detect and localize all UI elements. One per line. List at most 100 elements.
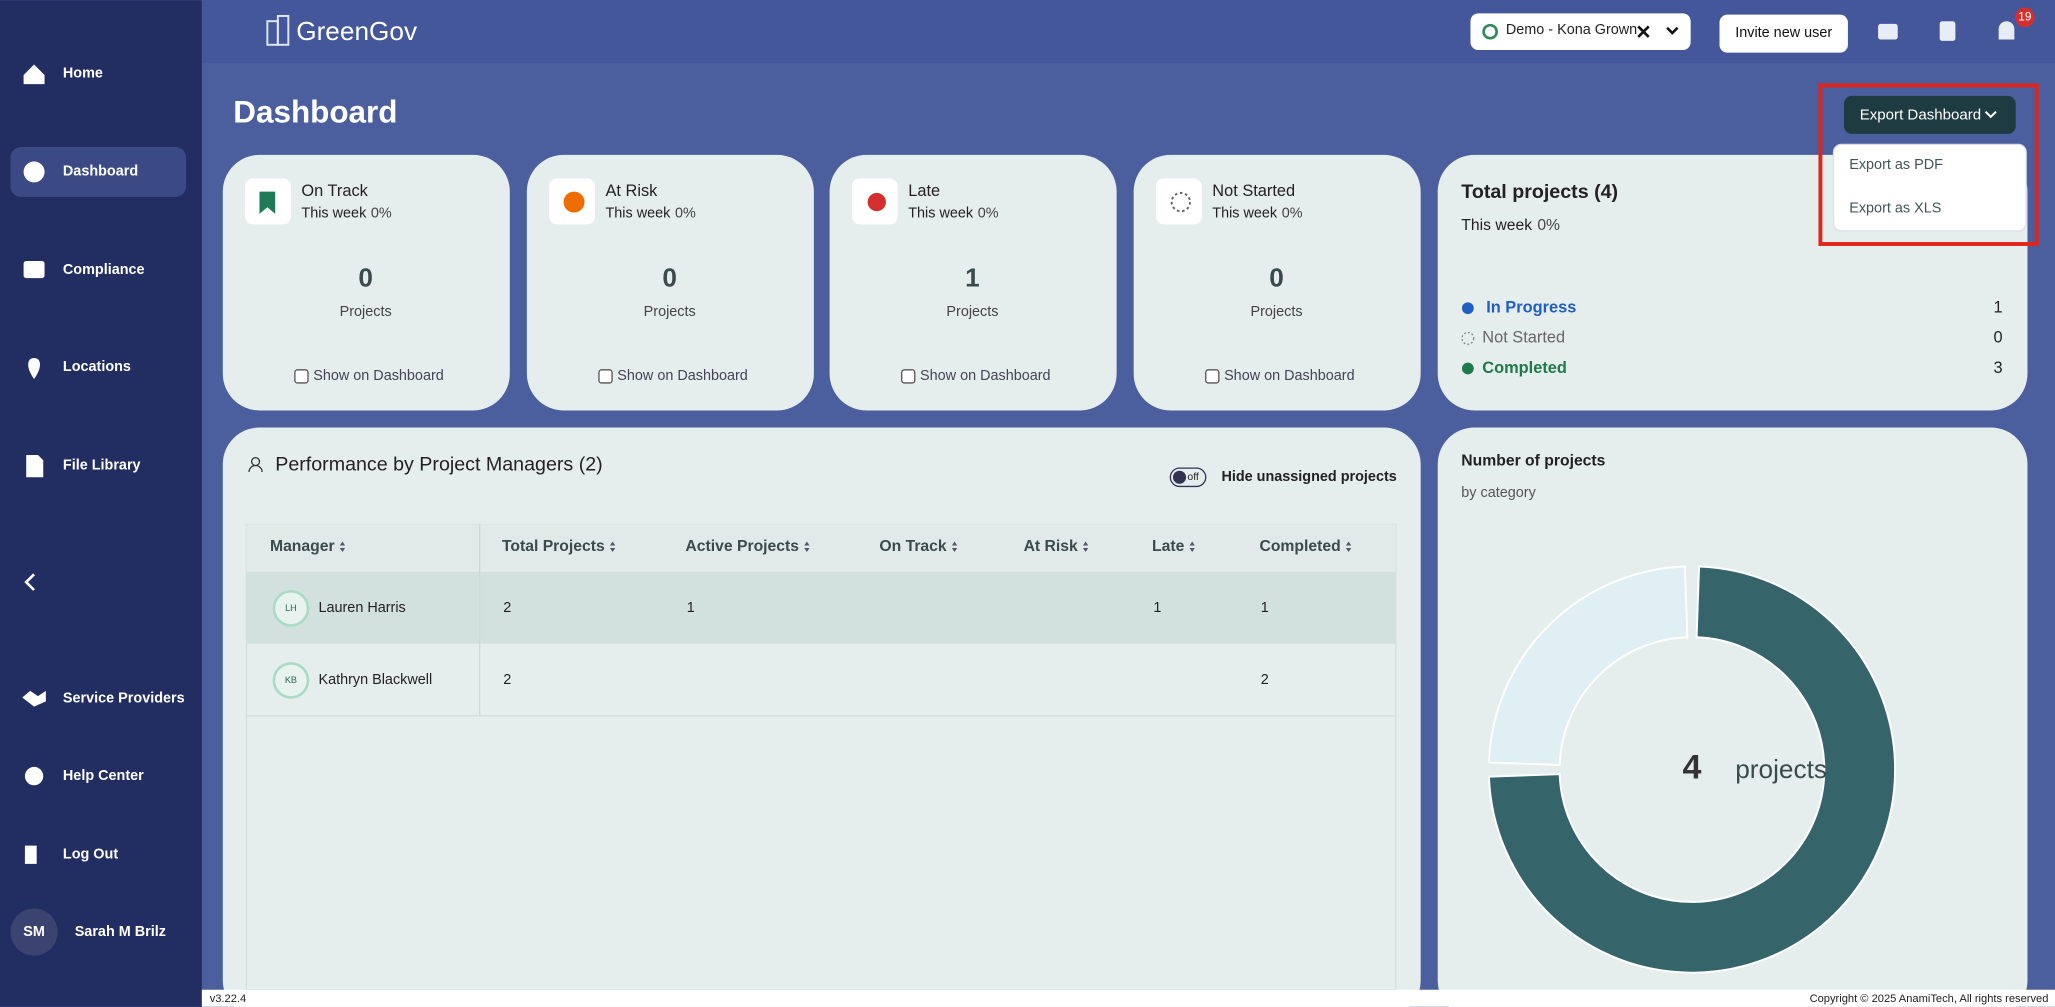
export-chevron: [1984, 110, 1997, 119]
icon-on-track: [259, 191, 276, 214]
export-option[interactable]: Export as PDF: [1849, 157, 1943, 173]
sort-icon: [1082, 541, 1089, 552]
sidebar-icons: [22, 64, 46, 864]
manager-avatar: [272, 662, 310, 699]
footer-text: v3.22.4 Copyright © 2025 AnamiTech, All r…: [210, 993, 2049, 1005]
column-header[interactable]: Late: [1152, 538, 1185, 555]
column-header[interactable]: Manager: [270, 538, 335, 555]
org-select[interactable]: [1470, 13, 1691, 51]
copyright: Copyright © 2025 AnamiTech, All rights r…: [1810, 993, 2049, 1005]
status-dot: [1461, 331, 1475, 345]
home-icon: [23, 64, 45, 85]
column-header[interactable]: At Risk: [1024, 538, 1078, 555]
column-header[interactable]: Completed: [1259, 538, 1340, 555]
card-title: Not Started: [1212, 182, 1295, 200]
icon-late: [867, 192, 886, 212]
checkbox[interactable]: [1205, 369, 1220, 384]
card-unit: Projects: [644, 304, 696, 320]
checkbox[interactable]: [901, 369, 916, 384]
status-count: 1: [1993, 299, 2002, 317]
sort-icon: [1189, 541, 1195, 552]
nav-item[interactable]: Service Providers: [63, 691, 185, 707]
sort-icon: [1345, 541, 1352, 552]
card-period: This week: [301, 206, 367, 222]
nav-item[interactable]: Locations: [63, 359, 131, 375]
checkbox-label[interactable]: Show on Dashboard: [920, 368, 1051, 384]
status-card: [526, 154, 814, 411]
card-count: 0: [662, 262, 677, 292]
export-button[interactable]: [1843, 95, 2016, 134]
donut: [1487, 565, 1897, 974]
card-period: This week: [1212, 206, 1278, 222]
help-icon: [24, 766, 44, 786]
export-menu: [1832, 143, 2027, 232]
inbox-icon[interactable]: [1878, 23, 1898, 40]
invite[interactable]: Invite new user: [1735, 25, 1832, 41]
status-count: 0: [1993, 329, 2002, 347]
nav-item[interactable]: Help Center: [63, 768, 144, 784]
checkbox-label[interactable]: Show on Dashboard: [313, 368, 444, 384]
column-header[interactable]: Total Projects: [502, 538, 605, 555]
table-cell: 1: [1153, 600, 1161, 616]
column-header[interactable]: On Track: [879, 538, 947, 555]
manager-initials: LH: [285, 603, 297, 613]
donut-segment: [1487, 565, 1897, 974]
checkbox-label[interactable]: Show on Dashboard: [617, 368, 748, 384]
locations-icon: [28, 358, 40, 379]
export-option[interactable]: Export as XLS: [1849, 200, 1941, 216]
checkbox[interactable]: [294, 369, 309, 384]
people-icon: [248, 456, 263, 473]
sort-icon: [804, 541, 810, 552]
table-cell: Kathryn Blackwell: [318, 672, 432, 688]
card-title: On Track: [301, 182, 368, 200]
bell-icon[interactable]: [1998, 21, 2015, 40]
manager-avatar: [272, 589, 310, 627]
card-unit: Projects: [1250, 304, 1302, 320]
sort-icon: [609, 541, 616, 552]
table-cell: 2: [503, 600, 511, 616]
badge-count: 19: [2018, 10, 2031, 23]
chart-title: Number of projects: [1461, 453, 1605, 470]
chevron[interactable]: [1666, 26, 1679, 35]
org-icon: [1482, 23, 1499, 40]
dashboard-icon: [23, 161, 45, 183]
manager-initials: KB: [285, 675, 297, 685]
collapse-icon[interactable]: [24, 573, 36, 591]
toggle-knob: [1172, 470, 1187, 484]
nav-item[interactable]: File Library: [63, 457, 141, 473]
card-count: 0: [1269, 262, 1284, 292]
version: v3.22.4: [210, 993, 247, 1005]
nav-item[interactable]: Home: [63, 65, 103, 81]
nav-item[interactable]: Compliance: [63, 262, 145, 278]
toggle-label: Hide unassigned projects: [1221, 469, 1396, 485]
status-label: Completed: [1482, 359, 1567, 377]
column-header[interactable]: Active Projects: [685, 538, 799, 555]
sort-icon: [339, 541, 346, 552]
clear-icon[interactable]: [1637, 25, 1650, 38]
table-cell: Lauren Harris: [318, 600, 405, 616]
center-value: 4: [1682, 749, 1701, 787]
donut-segment: [1487, 565, 1689, 766]
doc-icon[interactable]: [1939, 21, 1956, 41]
checkbox-label[interactable]: Show on Dashboard: [1224, 368, 1355, 384]
status-card: [829, 154, 1117, 411]
table-cell: 2: [503, 672, 511, 688]
checkbox[interactable]: [598, 369, 613, 384]
page-title: Dashboard: [233, 95, 397, 130]
nav-item[interactable]: Dashboard: [63, 164, 138, 180]
nav-active: [10, 147, 187, 197]
total-change: 0%: [1537, 217, 1560, 234]
card-icon-box: [1155, 178, 1202, 225]
status-dot: [1461, 302, 1474, 315]
card-change: 0%: [1282, 206, 1303, 222]
invite-button[interactable]: [1719, 14, 1848, 53]
compliance-icon: [23, 261, 45, 279]
table-cell: 2: [1261, 672, 1269, 688]
nav-item[interactable]: Log Out: [63, 847, 118, 863]
card-period: This week: [908, 206, 974, 222]
org-name: Demo - Kona Grown: [1506, 22, 1637, 38]
card-change: 0%: [371, 206, 392, 222]
card-change: 0%: [675, 206, 696, 222]
status-count: 3: [1993, 359, 2002, 377]
